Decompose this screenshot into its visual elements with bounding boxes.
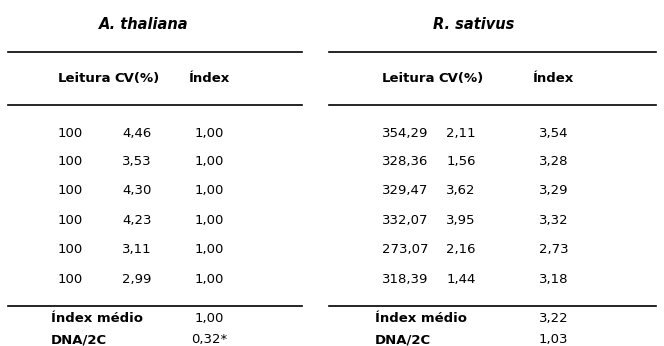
Text: Índex: Índex — [189, 72, 230, 85]
Text: 3,53: 3,53 — [122, 155, 152, 167]
Text: 100: 100 — [58, 184, 83, 197]
Text: 3,28: 3,28 — [539, 155, 568, 167]
Text: 100: 100 — [58, 214, 83, 227]
Text: 100: 100 — [58, 155, 83, 167]
Text: 4,23: 4,23 — [122, 214, 151, 227]
Text: 3,18: 3,18 — [539, 273, 568, 286]
Text: 100: 100 — [58, 127, 83, 139]
Text: CV(%): CV(%) — [114, 72, 159, 85]
Text: 2,11: 2,11 — [446, 127, 475, 139]
Text: DNA/2C: DNA/2C — [51, 333, 107, 346]
Text: CV(%): CV(%) — [438, 72, 483, 85]
Text: 3,95: 3,95 — [446, 214, 475, 227]
Text: 2,99: 2,99 — [122, 273, 151, 286]
Text: 2,16: 2,16 — [446, 244, 475, 256]
Text: 329,47: 329,47 — [382, 184, 428, 197]
Text: 354,29: 354,29 — [382, 127, 428, 139]
Text: 3,32: 3,32 — [539, 214, 568, 227]
Text: Leitura: Leitura — [382, 72, 435, 85]
Text: Leitura: Leitura — [58, 72, 111, 85]
Text: 1,00: 1,00 — [195, 214, 224, 227]
Text: Índex: Índex — [533, 72, 574, 85]
Text: A. thaliana: A. thaliana — [99, 17, 189, 32]
Text: 1,00: 1,00 — [195, 184, 224, 197]
Text: 4,46: 4,46 — [122, 127, 151, 139]
Text: 1,00: 1,00 — [195, 127, 224, 139]
Text: 318,39: 318,39 — [382, 273, 428, 286]
Text: 3,29: 3,29 — [539, 184, 568, 197]
Text: 2,73: 2,73 — [539, 244, 568, 256]
Text: 3,62: 3,62 — [446, 184, 475, 197]
Text: 3,11: 3,11 — [122, 244, 152, 256]
Text: Índex médio: Índex médio — [51, 312, 143, 325]
Text: 1,00: 1,00 — [195, 244, 224, 256]
Text: 328,36: 328,36 — [382, 155, 428, 167]
Text: 3,54: 3,54 — [539, 127, 568, 139]
Text: 3,22: 3,22 — [539, 312, 568, 325]
Text: 1,03: 1,03 — [539, 333, 568, 346]
Text: 100: 100 — [58, 244, 83, 256]
Text: 1,00: 1,00 — [195, 273, 224, 286]
Text: DNA/2C: DNA/2C — [375, 333, 431, 346]
Text: Índex médio: Índex médio — [375, 312, 467, 325]
Text: 0,32*: 0,32* — [191, 333, 228, 346]
Text: R. sativus: R. sativus — [434, 17, 515, 32]
Text: 1,44: 1,44 — [446, 273, 475, 286]
Text: 1,00: 1,00 — [195, 155, 224, 167]
Text: 4,30: 4,30 — [122, 184, 151, 197]
Text: 1,00: 1,00 — [195, 312, 224, 325]
Text: 332,07: 332,07 — [382, 214, 428, 227]
Text: 1,56: 1,56 — [446, 155, 475, 167]
Text: 273,07: 273,07 — [382, 244, 428, 256]
Text: 100: 100 — [58, 273, 83, 286]
